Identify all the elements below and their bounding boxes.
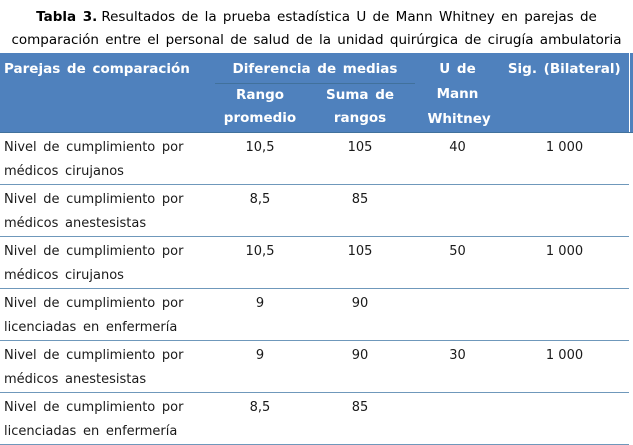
table-row: Nivel de cumplimiento por médicos ciruja… xyxy=(0,236,633,289)
cell-spacer xyxy=(629,289,633,341)
header-cell-u-mann-whitney: U de Mann Whitney xyxy=(415,53,500,133)
header-cell-sig: Sig. (Bilateral) xyxy=(500,53,629,133)
cell-suma-rangos: 85 xyxy=(305,392,415,445)
cell-spacer xyxy=(629,237,633,289)
cell-pareja-label: Nivel de cumplimiento por licenciadas en… xyxy=(0,288,215,341)
cell-u-mann-whitney xyxy=(415,392,500,445)
cell-pareja-label: Nivel de cumplimiento por licenciadas en… xyxy=(0,392,215,445)
cell-pareja-label: Nivel de cumplimiento por médicos aneste… xyxy=(0,340,215,393)
cell-rango-promedio: 10,5 xyxy=(215,236,305,289)
cell-sig-bilateral xyxy=(500,392,629,445)
table-title: Tabla 3. Resultados de la prueba estadíst… xyxy=(0,0,633,52)
cell-sig-bilateral xyxy=(500,288,629,341)
cell-suma-rangos: 105 xyxy=(305,132,415,185)
cell-spacer xyxy=(629,133,633,185)
cell-pareja-label: Nivel de cumplimiento por médicos aneste… xyxy=(0,184,215,237)
cell-rango-promedio: 9 xyxy=(215,340,305,393)
cell-suma-rangos: 90 xyxy=(305,288,415,341)
cell-u-mann-whitney xyxy=(415,184,500,237)
header-cell-rango-promedio: Rango promedio xyxy=(215,83,305,133)
cell-spacer xyxy=(629,393,633,445)
table-row: Nivel de cumplimiento por médicos aneste… xyxy=(0,184,633,237)
cell-sig-bilateral: 1 000 xyxy=(500,132,629,185)
cell-u-mann-whitney xyxy=(415,288,500,341)
table-row: Nivel de cumplimiento por médicos ciruja… xyxy=(0,132,633,185)
table-title-line1: Resultados de la prueba estadística U de… xyxy=(101,9,597,25)
header-cell-diferencia: Diferencia de medias xyxy=(215,53,415,85)
header-cell-parejas: Parejas de comparación xyxy=(0,53,215,133)
cell-sig-bilateral xyxy=(500,184,629,237)
table-title-line2: comparación entre el personal de salud d… xyxy=(11,32,622,48)
cell-rango-promedio: 9 xyxy=(215,288,305,341)
cell-u-mann-whitney: 30 xyxy=(415,340,500,393)
cell-rango-promedio: 8,5 xyxy=(215,184,305,237)
cell-spacer xyxy=(629,341,633,393)
cell-sig-bilateral: 1 000 xyxy=(500,340,629,393)
header-row-1: Parejas de comparación Diferencia de med… xyxy=(0,53,633,133)
cell-rango-promedio: 10,5 xyxy=(215,132,305,185)
table-row: Nivel de cumplimiento por licenciadas en… xyxy=(0,392,633,445)
cell-pareja-label: Nivel de cumplimiento por médicos ciruja… xyxy=(0,236,215,289)
cell-sig-bilateral: 1 000 xyxy=(500,236,629,289)
cell-spacer xyxy=(629,185,633,237)
cell-pareja-label: Nivel de cumplimiento por médicos ciruja… xyxy=(0,132,215,185)
cell-u-mann-whitney: 40 xyxy=(415,132,500,185)
header-cell-spacer xyxy=(628,53,633,133)
header-cell-suma-rangos: Suma de rangos xyxy=(305,83,415,133)
cell-suma-rangos: 90 xyxy=(305,340,415,393)
cell-rango-promedio: 8,5 xyxy=(215,392,305,445)
cell-u-mann-whitney: 50 xyxy=(415,236,500,289)
table-title-label: Tabla 3. xyxy=(36,9,98,25)
cell-suma-rangos: 85 xyxy=(305,184,415,237)
table-row: Nivel de cumplimiento por licenciadas en… xyxy=(0,288,633,341)
cell-suma-rangos: 105 xyxy=(305,236,415,289)
table-row: Nivel de cumplimiento por médicos aneste… xyxy=(0,340,633,393)
results-table: Parejas de comparación Diferencia de med… xyxy=(0,53,633,445)
header-row-2: Rango promedio Suma de rangos xyxy=(0,83,633,133)
